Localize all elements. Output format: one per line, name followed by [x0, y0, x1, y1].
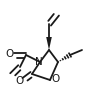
- Polygon shape: [46, 37, 52, 50]
- Text: N: N: [35, 57, 43, 67]
- Text: O: O: [51, 74, 59, 84]
- Text: O: O: [5, 49, 13, 59]
- Text: O: O: [15, 76, 23, 86]
